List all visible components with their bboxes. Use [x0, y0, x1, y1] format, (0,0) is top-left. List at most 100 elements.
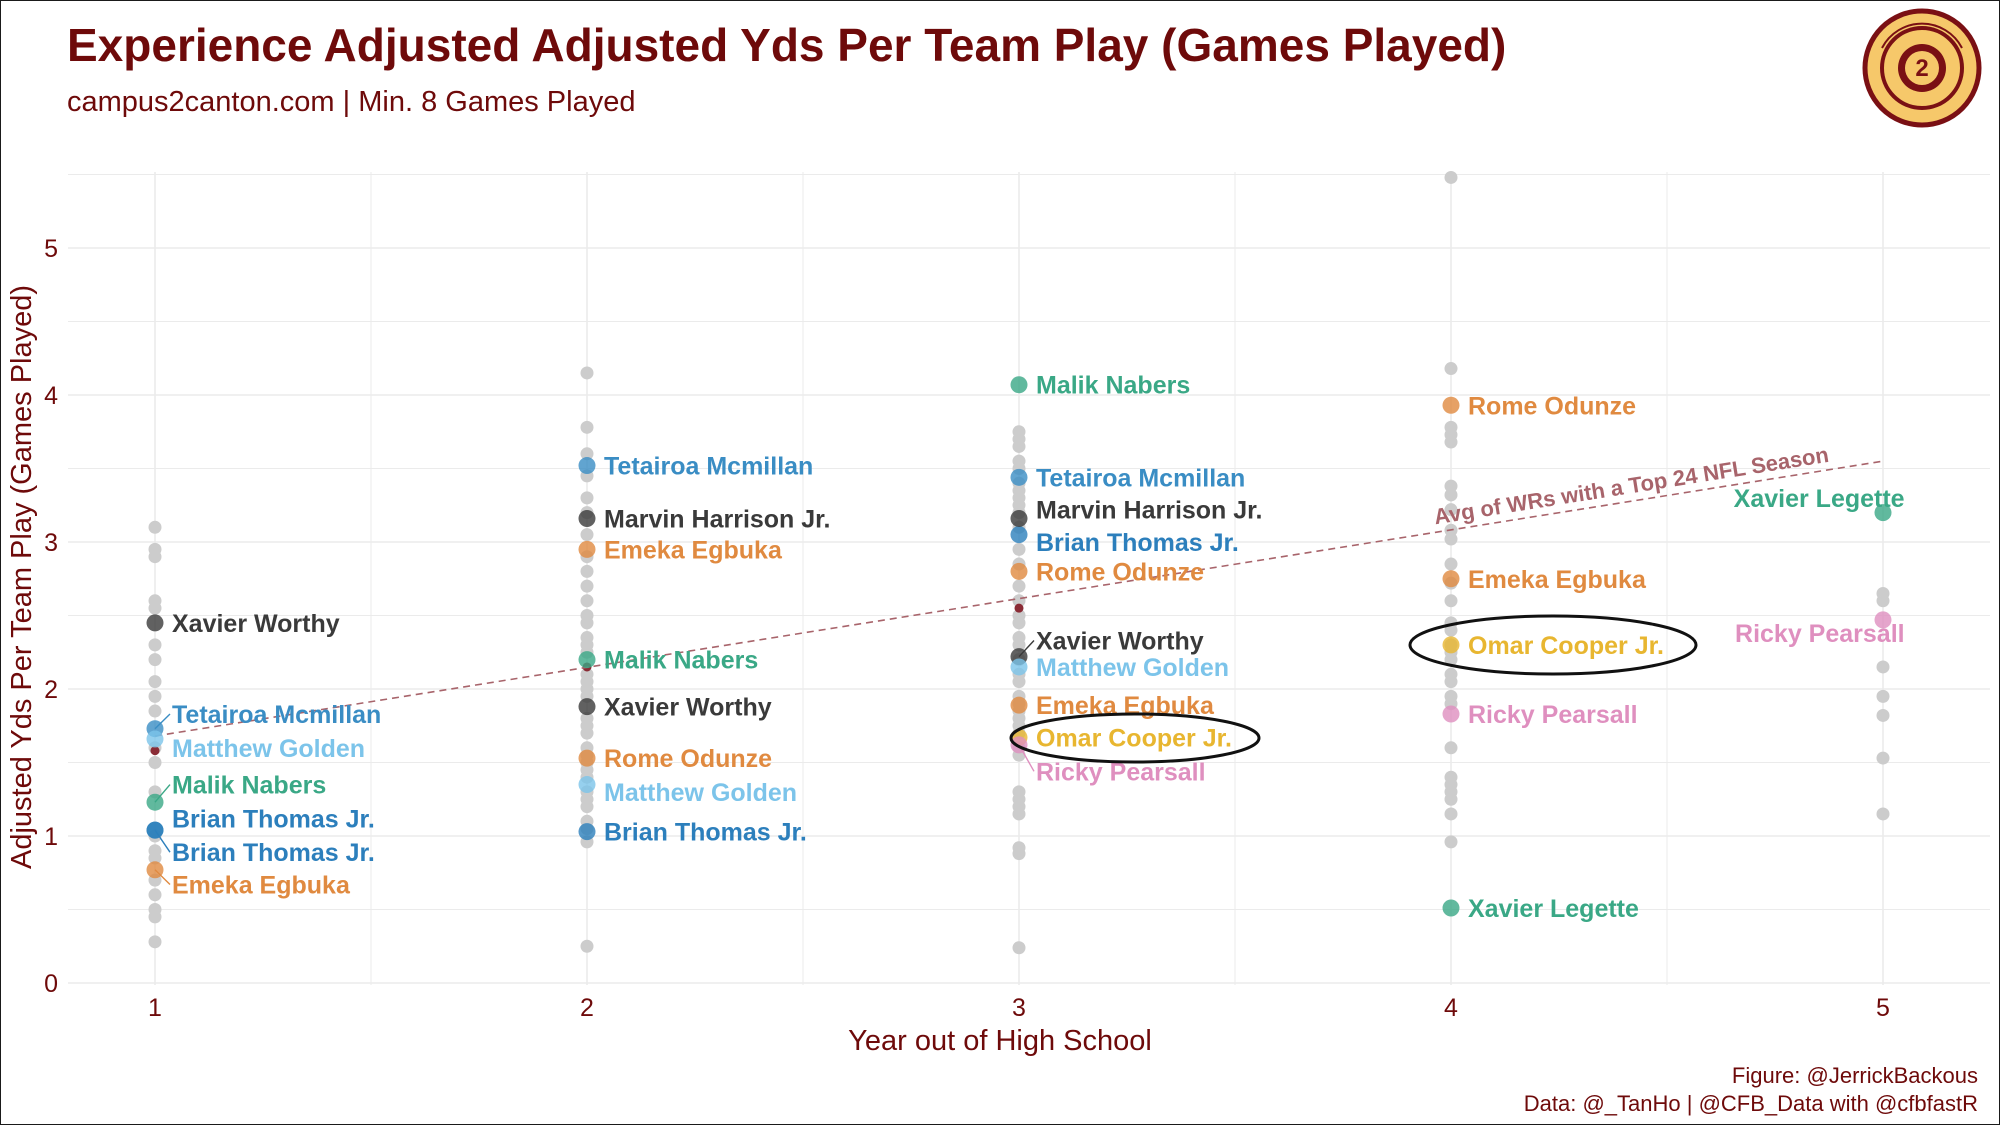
background-point [148, 520, 162, 534]
player-point [1010, 526, 1028, 544]
background-point [580, 420, 594, 434]
background-point [1012, 675, 1026, 689]
background-point [580, 366, 594, 380]
chart-title: Experience Adjusted Adjusted Yds Per Tea… [67, 19, 1507, 71]
background-point [1444, 435, 1458, 449]
background-point [1444, 741, 1458, 755]
background-point [1012, 439, 1026, 453]
player-label: Tetairoa Mcmillan [604, 453, 813, 481]
player-point [578, 698, 596, 716]
background-point [580, 800, 594, 814]
background-point [148, 935, 162, 949]
player-point [1010, 468, 1028, 486]
background-point [580, 939, 594, 953]
player-point [1442, 899, 1460, 917]
player-label: Malik Nabers [1036, 372, 1190, 400]
player-label: Malik Nabers [172, 772, 326, 800]
background-point [1444, 170, 1458, 184]
background-point [1012, 616, 1026, 630]
player-label: Matthew Golden [604, 779, 797, 807]
player-label: Rome Odunze [604, 745, 772, 773]
player-label: Xavier Legette [1734, 485, 1905, 513]
data-source: Data: @_TanHo | @CFB_Data with @cfbfastR [1523, 1091, 1978, 1116]
background-point [1012, 807, 1026, 821]
background-point [1444, 792, 1458, 806]
player-point [1442, 570, 1460, 588]
player-label: Rome Odunze [1468, 392, 1636, 420]
background-point [148, 638, 162, 652]
player-label: Brian Thomas Jr. [604, 819, 807, 847]
y-tick-label: 2 [44, 676, 58, 704]
player-label: Emeka Egbuka [604, 536, 783, 564]
player-point [578, 776, 596, 794]
player-point [1010, 376, 1028, 394]
player-point [1442, 396, 1460, 414]
background-point [148, 601, 162, 615]
background-point [1444, 557, 1458, 571]
background-point [580, 579, 594, 593]
background-point [580, 594, 594, 608]
player-label: Matthew Golden [1036, 654, 1229, 682]
player-label: Rome Odunze [1036, 558, 1204, 586]
player-label: Malik Nabers [604, 647, 758, 675]
player-point [146, 730, 164, 748]
background-point [1444, 653, 1458, 667]
highlight-ellipse [1009, 712, 1261, 764]
player-point [146, 821, 164, 839]
highlight-ellipse [1408, 614, 1698, 676]
background-point [148, 888, 162, 902]
x-tick-label: 4 [1444, 994, 1458, 1022]
background-point [1444, 532, 1458, 546]
player-point [1874, 611, 1892, 629]
player-label: Xavier Worthy [172, 610, 340, 638]
background-point [1444, 503, 1458, 517]
background-point [1876, 689, 1890, 703]
player-point [1010, 658, 1028, 676]
player-label: Emeka Egbuka [1468, 566, 1647, 594]
player-label: Tetairoa Mcmillan [172, 701, 381, 729]
player-label: Xavier Worthy [604, 694, 772, 722]
reference-point [150, 746, 160, 756]
x-tick-label: 5 [1876, 994, 1890, 1022]
background-point [1012, 638, 1026, 652]
background-point [1444, 835, 1458, 849]
y-tick-label: 5 [44, 235, 58, 263]
background-point [1444, 623, 1458, 637]
background-point [148, 851, 162, 865]
y-tick-label: 0 [44, 970, 58, 998]
player-point [1010, 562, 1028, 580]
player-label: Matthew Golden [172, 735, 365, 763]
background-point [148, 675, 162, 689]
player-point [578, 651, 596, 669]
background-point [148, 910, 162, 924]
background-point [1444, 675, 1458, 689]
background-point [1876, 708, 1890, 722]
player-label: Omar Cooper Jr. [1468, 632, 1664, 660]
y-tick-label: 4 [44, 382, 58, 410]
trend-line-path [154, 460, 1884, 737]
player-label: Brian Thomas Jr. [172, 805, 375, 833]
player-point [1874, 504, 1892, 522]
background-point [580, 528, 594, 542]
background-point [148, 689, 162, 703]
background-point [580, 447, 594, 461]
highlight-ellipses [1009, 614, 1698, 764]
campus2canton-logo: 2 [1862, 8, 1982, 128]
background-point [580, 491, 594, 505]
x-tick-label: 3 [1012, 994, 1026, 1022]
x-tick-label: 2 [580, 994, 594, 1022]
player-point [578, 749, 596, 767]
player-point [146, 793, 164, 811]
background-point [1444, 362, 1458, 376]
player-point [1010, 509, 1028, 527]
player-label: Omar Cooper Jr. [1036, 725, 1232, 753]
player-point [1442, 705, 1460, 723]
background-point [148, 653, 162, 667]
background-point [1876, 807, 1890, 821]
x-axis-title: Year out of High School [848, 1025, 1152, 1057]
player-labels: Xavier Worthy Xavier Worthy Xavier Worthy T… [172, 372, 1905, 923]
background-point [1444, 807, 1458, 821]
background-point [580, 564, 594, 578]
reference-point [1014, 603, 1024, 613]
